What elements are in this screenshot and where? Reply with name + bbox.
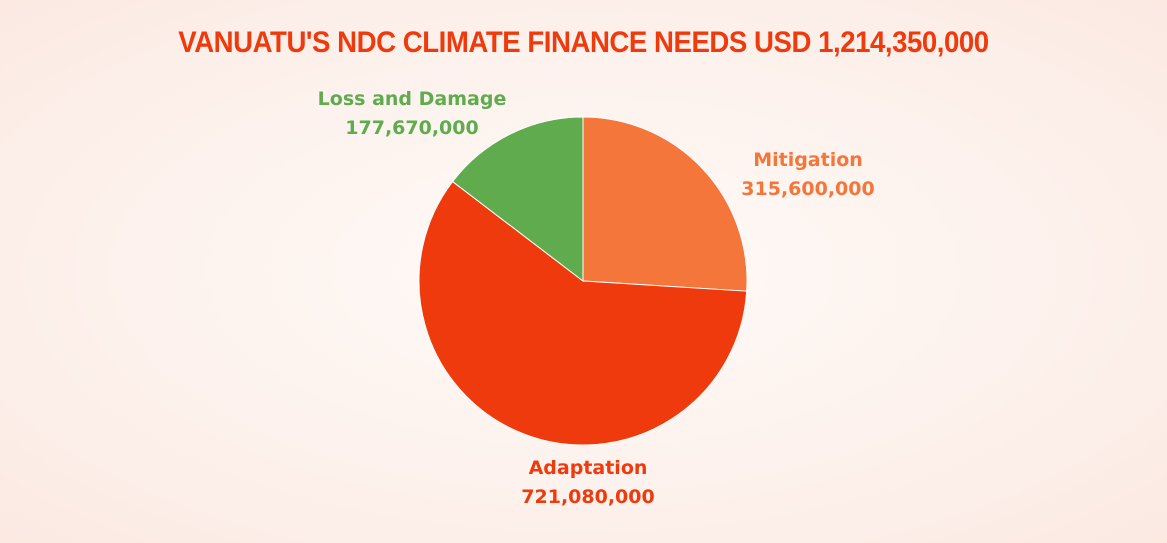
slice-label-loss-and-damage: Loss and Damage [318, 88, 507, 110]
chart-title: VANUATU'S NDC CLIMATE FINANCE NEEDS USD … [178, 26, 989, 59]
slice-value-loss-and-damage: 177,670,000 [345, 117, 478, 139]
pie-slices [418, 116, 748, 446]
pie-slice-mitigation [582, 116, 748, 292]
slice-label-mitigation: Mitigation [753, 149, 863, 171]
pie-slice-loss-and-damage [451, 116, 584, 283]
pie-slice-adaptation [418, 180, 748, 446]
slice-labels: Mitigation 315,600,000 Adaptation 721,08… [318, 88, 875, 508]
slice-value-adaptation: 721,080,000 [521, 486, 654, 508]
slice-label-adaptation: Adaptation [529, 457, 648, 479]
slice-value-mitigation: 315,600,000 [741, 178, 874, 200]
